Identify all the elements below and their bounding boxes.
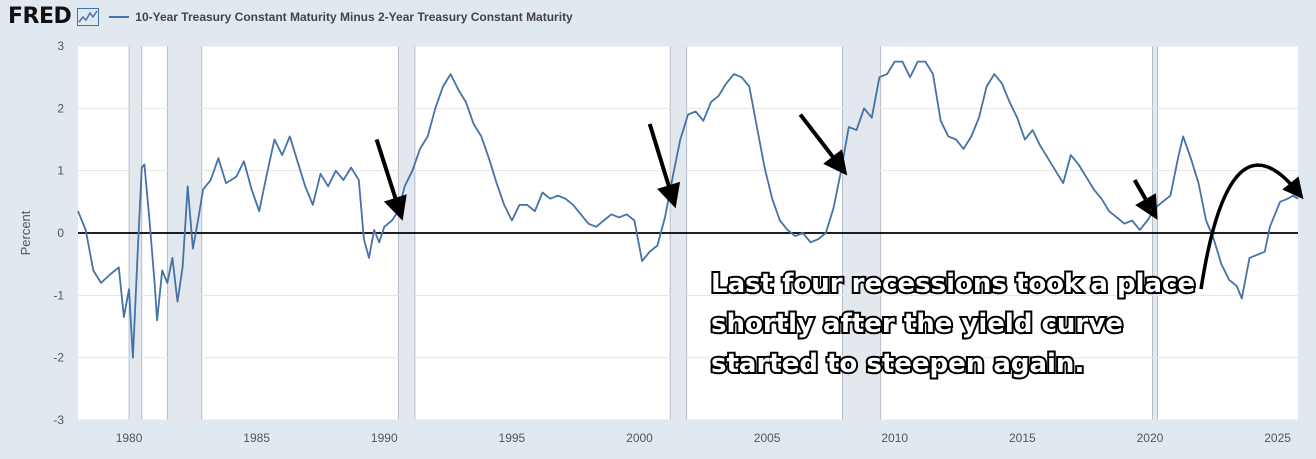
x-tick-label: 2025: [1264, 431, 1291, 445]
annotation-arrow: [374, 138, 407, 221]
annotation-line: shortly after the yield curve: [711, 309, 1123, 339]
series-line[interactable]: [77, 60, 1299, 359]
gridlines: [78, 45, 1298, 421]
annotation-arrow: [798, 113, 848, 176]
line-chart-icon: [77, 8, 100, 26]
x-tick-label: 1990: [371, 431, 398, 445]
x-tick-label: 2005: [754, 431, 781, 445]
x-tick-label: 1985: [243, 431, 270, 445]
annotation-arrow: [1132, 179, 1158, 220]
annotation-line: started to steepen again.: [711, 349, 1084, 379]
x-axis-ticks: 1980 1985 1990 1995 2000 2005 2010 2015 2020 2025: [116, 431, 1292, 445]
y-tick-label: 0: [57, 226, 64, 240]
annotation-text: Last four recessions took a place shortly…: [709, 267, 1197, 381]
y-tick-label: -3: [53, 413, 64, 427]
y-tick-label: 3: [57, 39, 64, 53]
y-tick-label: -1: [53, 288, 64, 302]
series-title[interactable]: 10-Year Treasury Constant Maturity Minus…: [135, 10, 573, 24]
x-tick-label: 1980: [116, 431, 143, 445]
x-tick-label: 2015: [1009, 431, 1036, 445]
x-tick-label: 2000: [626, 431, 653, 445]
annotation-arrow: [647, 123, 681, 209]
annotation-line: Last four recessions took a place: [711, 269, 1195, 299]
y-tick-label: 1: [57, 164, 64, 178]
x-tick-label: 2010: [881, 431, 908, 445]
y-tick-label: 2: [57, 101, 64, 115]
chart-header: FRED 10-Year Treasury Constant Maturity …: [8, 4, 573, 30]
annotation-arrow-curve: [1199, 163, 1304, 290]
x-tick-label: 1995: [499, 431, 526, 445]
x-tick-label: 2020: [1137, 431, 1164, 445]
fred-logo[interactable]: FRED: [8, 4, 72, 29]
y-tick-label: -2: [53, 351, 64, 365]
y-axis-label: Percent: [18, 210, 33, 255]
annotation-arrows: [374, 113, 1304, 290]
series-legend-swatch: [109, 16, 130, 18]
y-axis-ticks: -3 -2 -1 0 1 2 3: [53, 39, 64, 427]
